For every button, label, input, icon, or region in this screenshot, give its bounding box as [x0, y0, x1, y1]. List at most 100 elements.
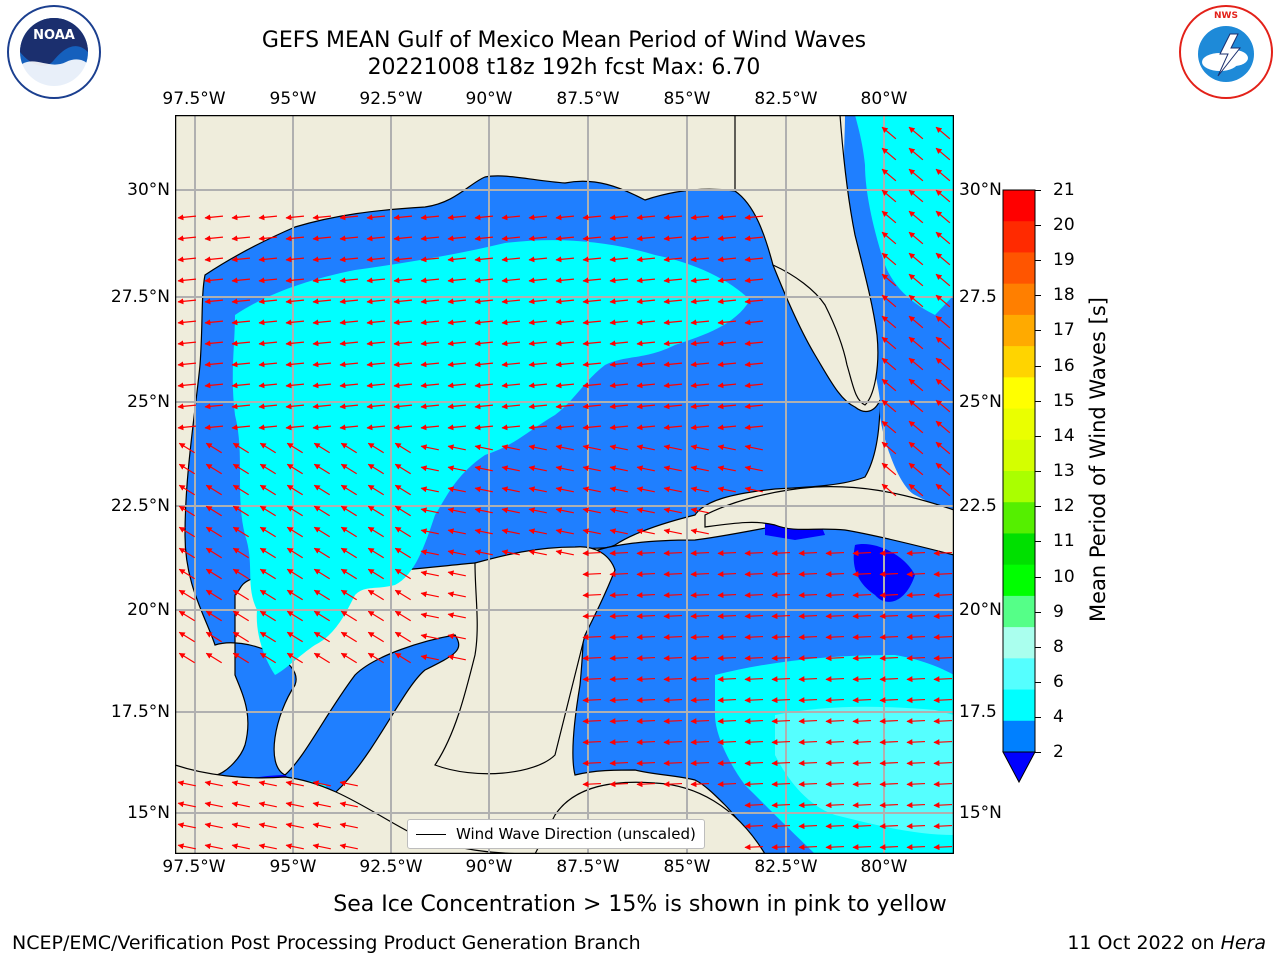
wind-wave-arrow	[906, 697, 926, 704]
wind-wave-arrow	[177, 256, 197, 263]
lon-tick-bottom: 80°W	[860, 857, 908, 877]
wind-wave-arrow	[340, 463, 357, 475]
wind-wave-arrow	[582, 256, 602, 263]
wind-wave-arrow	[393, 235, 413, 242]
wind-wave-arrow	[312, 340, 332, 347]
wind-wave-arrow	[204, 277, 224, 284]
wind-wave-arrow	[258, 277, 278, 284]
colorbar-tick-mark	[1035, 577, 1041, 578]
wind-wave-arrow	[933, 802, 953, 809]
wind-wave-arrow	[231, 843, 250, 850]
wind-wave-arrow	[286, 442, 303, 454]
wind-wave-arrow	[231, 298, 251, 305]
wind-wave-arrow	[825, 802, 845, 809]
colorbar-segment	[1003, 439, 1035, 472]
wind-wave-arrow	[501, 277, 521, 284]
wind-wave-arrow	[609, 424, 629, 431]
wind-wave-arrow	[231, 256, 251, 263]
wind-wave-arrow	[717, 571, 737, 578]
wind-wave-arrow	[231, 319, 251, 326]
wind-wave-arrow	[744, 256, 764, 263]
wind-wave-arrow	[717, 486, 736, 493]
wind-wave-arrow	[474, 486, 493, 493]
wind-wave-arrow	[717, 655, 737, 662]
wind-wave-arrow	[609, 507, 628, 514]
wind-wave-arrow	[555, 444, 574, 451]
wind-wave-arrow	[205, 505, 222, 517]
wind-wave-arrow	[825, 781, 845, 788]
wind-wave-arrow	[528, 214, 548, 221]
wind-wave-arrow	[852, 802, 872, 809]
wind-wave-arrow	[663, 340, 683, 347]
wind-wave-arrow	[690, 298, 710, 305]
wind-wave-arrow	[636, 676, 656, 683]
wind-wave-arrow	[258, 843, 277, 850]
wind-wave-arrow	[798, 718, 818, 725]
legend-label: Wind Wave Direction (unscaled)	[456, 825, 696, 843]
wind-wave-arrow	[881, 462, 897, 476]
wind-wave-arrow	[908, 420, 924, 434]
wind-wave-arrow	[609, 382, 629, 389]
wind-wave-arrow	[906, 655, 926, 662]
wind-wave-arrow	[717, 613, 737, 620]
wind-wave-arrow	[474, 298, 494, 305]
wind-wave-arrow	[259, 505, 276, 517]
wind-wave-arrow	[908, 252, 924, 266]
wind-wave-arrow	[717, 718, 737, 725]
colorbar-tick: 16	[1053, 356, 1075, 376]
wind-wave-arrow	[447, 277, 467, 284]
wind-wave-arrow	[908, 189, 924, 203]
wind-wave-arrow	[259, 610, 276, 622]
wind-wave-arrow	[178, 568, 195, 580]
wind-wave-arrow	[744, 613, 764, 620]
wind-wave-arrow	[879, 676, 899, 683]
wind-wave-arrow	[582, 486, 601, 493]
wind-wave-arrow	[798, 760, 818, 767]
wind-wave-arrow	[528, 256, 548, 263]
wind-wave-arrow	[744, 844, 764, 851]
sea-ice-note: Sea Ice Concentration > 15% is shown in …	[333, 892, 947, 917]
wind-wave-arrow	[205, 547, 222, 559]
wind-wave-arrow	[501, 214, 521, 221]
wind-wave-arrow	[933, 550, 953, 557]
wind-wave-arrow	[501, 382, 521, 389]
wind-wave-arrow	[771, 781, 791, 788]
wind-wave-arrow	[717, 465, 736, 472]
wind-wave-arrow	[420, 570, 439, 577]
wind-wave-arrow	[367, 589, 384, 601]
wind-wave-arrow	[908, 168, 924, 182]
wind-wave-arrow	[286, 652, 303, 664]
wind-wave-arrow	[205, 526, 222, 538]
wind-wave-arrow	[367, 442, 384, 454]
wind-wave-arrow	[340, 652, 357, 664]
wind-wave-arrow	[178, 442, 195, 454]
wind-wave-arrow	[312, 235, 332, 242]
wind-wave-arrow	[771, 760, 791, 767]
wind-wave-arrow	[798, 781, 818, 788]
wind-wave-arrow	[690, 361, 710, 368]
wind-wave-arrow	[339, 801, 358, 808]
wind-wave-arrow	[636, 739, 656, 746]
lat-tick-right: 20°N	[959, 600, 1002, 620]
wind-wave-arrow	[394, 631, 411, 643]
lat-tick-right: 15°N	[959, 803, 1002, 823]
wind-wave-arrow	[879, 697, 899, 704]
wind-wave-arrow	[933, 844, 953, 851]
wind-wave-arrow	[394, 652, 411, 664]
wind-wave-arrow	[286, 484, 303, 496]
wind-wave-arrow	[366, 256, 386, 263]
wind-wave-arrow	[852, 634, 872, 641]
wind-wave-arrow	[204, 340, 224, 347]
wind-wave-arrow	[609, 465, 628, 472]
wind-wave-arrow	[663, 382, 683, 389]
wind-wave-arrow	[312, 403, 332, 410]
wind-wave-arrow	[825, 571, 845, 578]
wind-wave-arrow	[717, 550, 737, 557]
colorbar-tick: 21	[1053, 180, 1075, 200]
wind-wave-arrow	[908, 210, 924, 224]
wind-wave-arrow	[690, 528, 709, 535]
chart-title: GEFS MEAN Gulf of Mexico Mean Period of …	[261, 28, 867, 53]
wind-wave-arrow	[231, 235, 251, 242]
wind-wave-arrow	[394, 442, 411, 454]
wind-wave-arrow	[908, 294, 924, 308]
